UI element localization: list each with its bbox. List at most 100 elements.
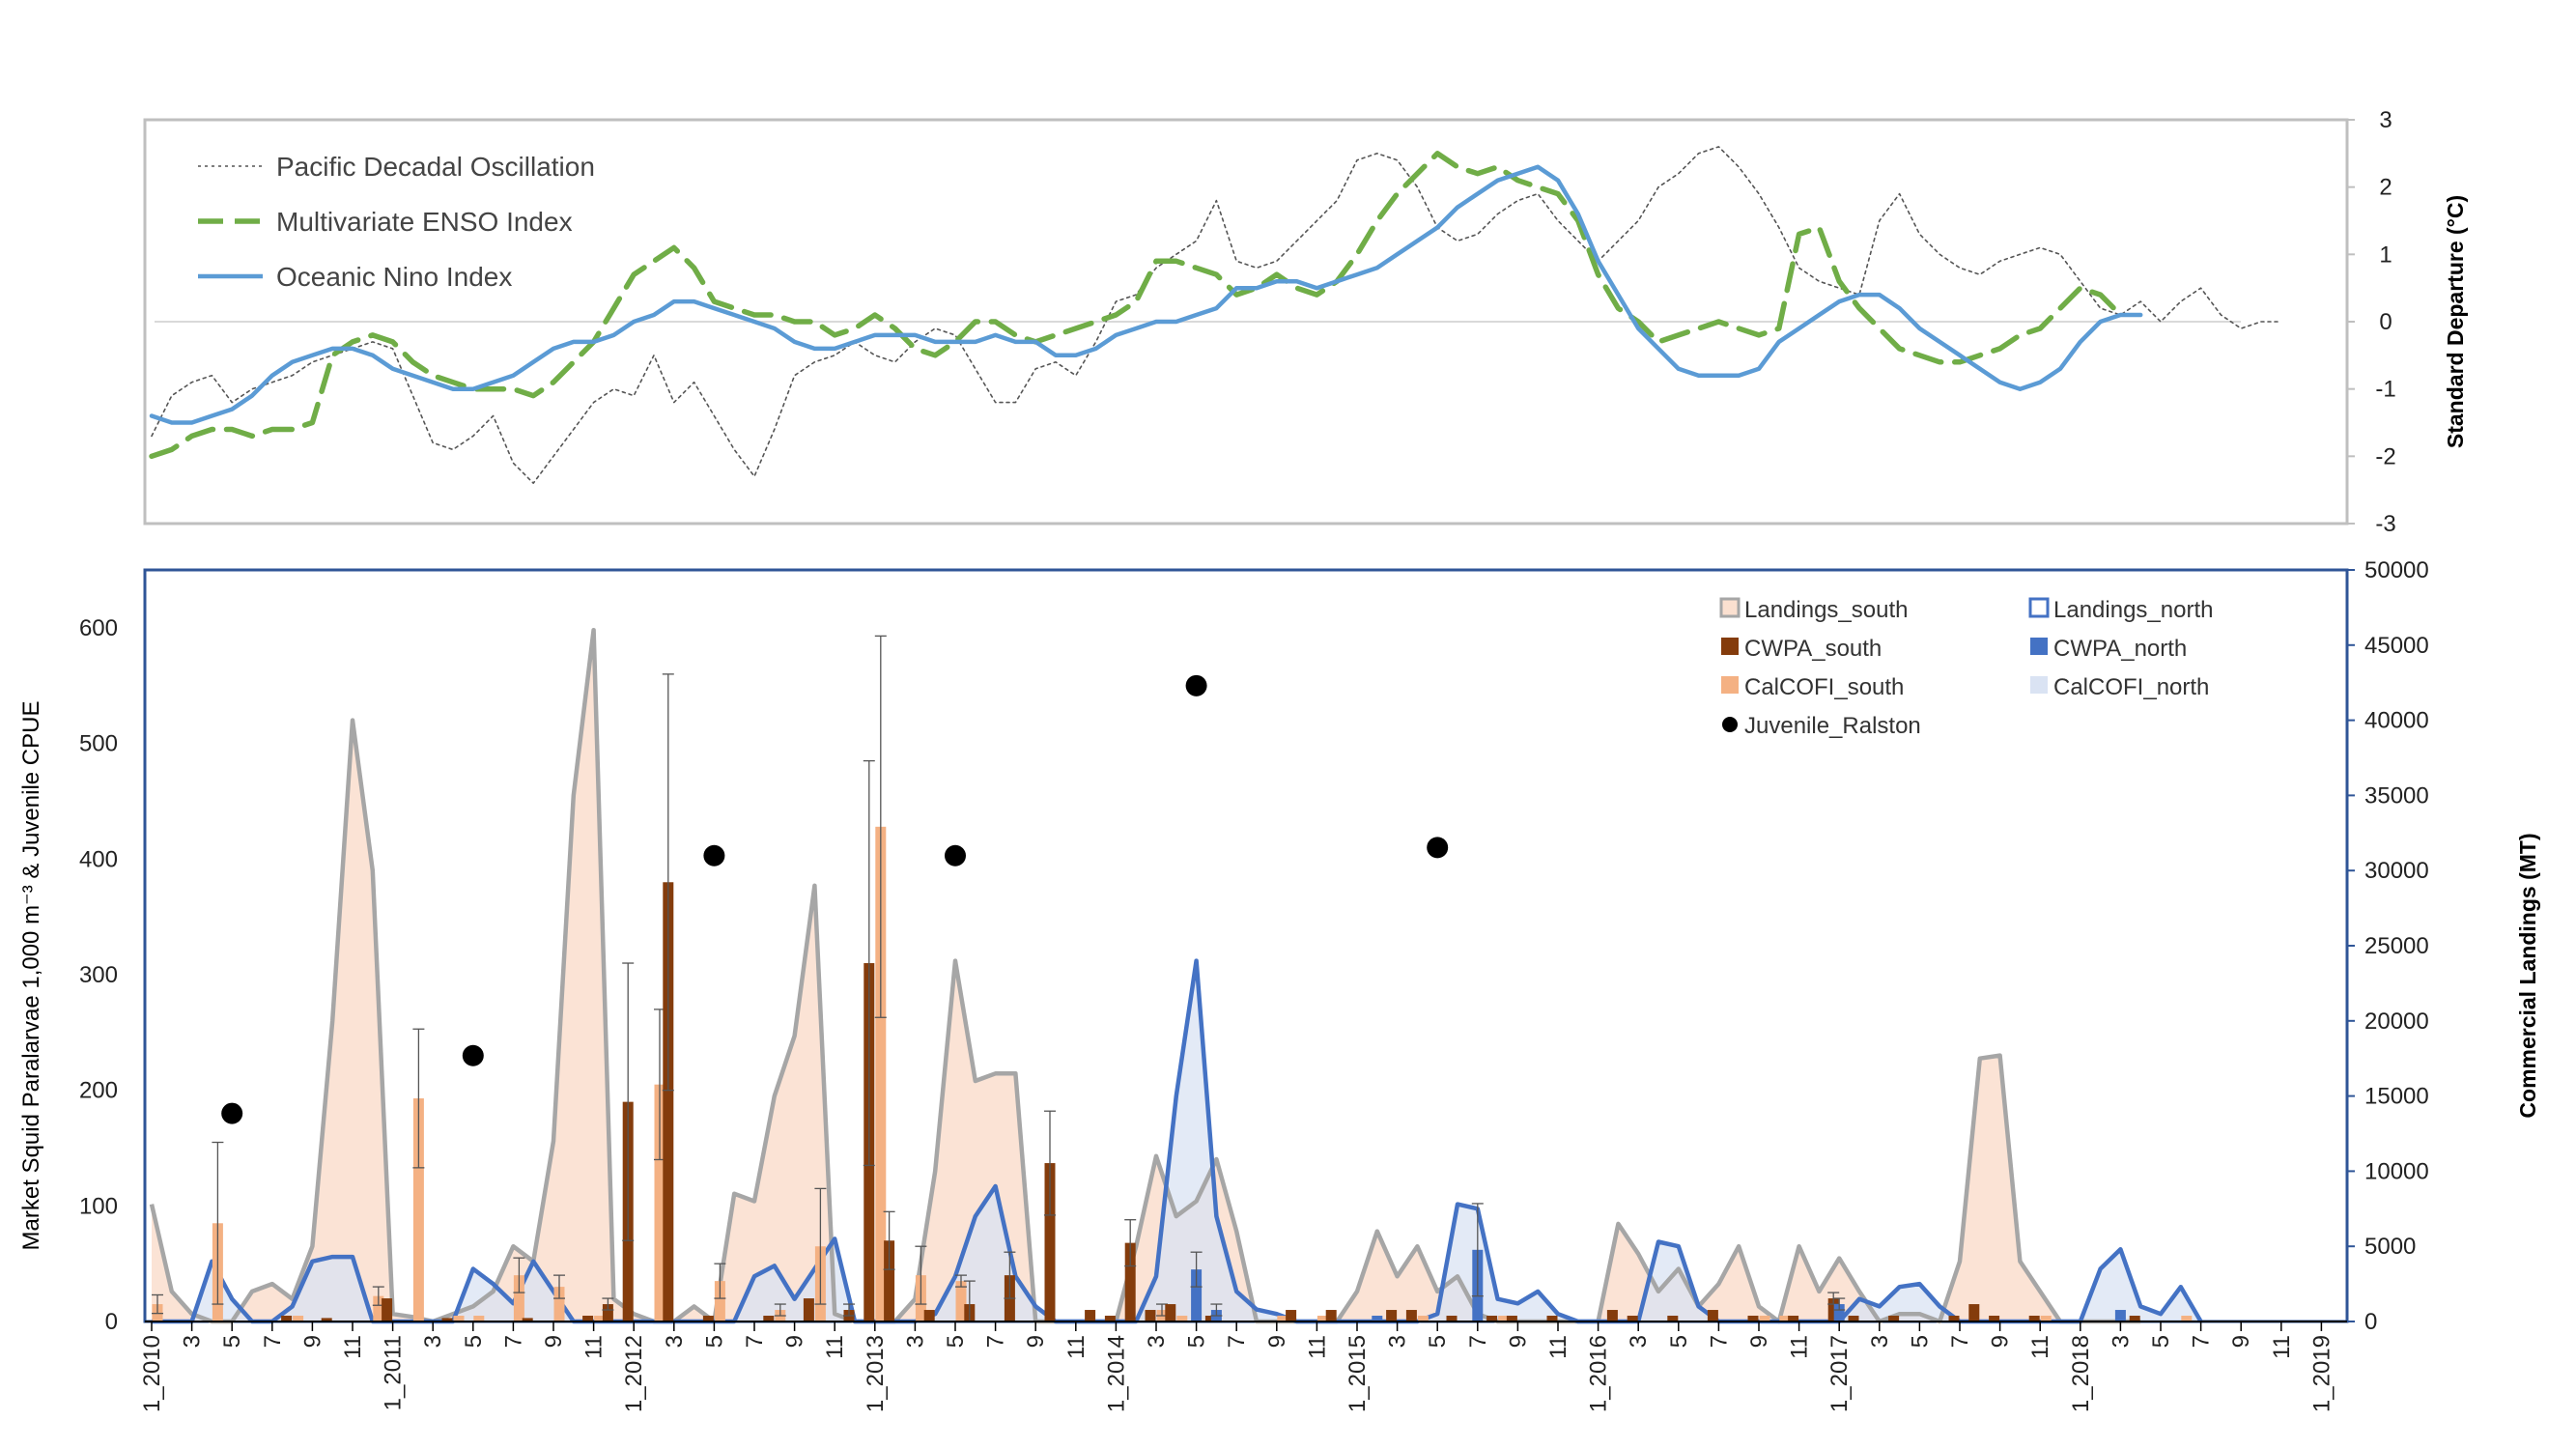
calcofi-south-bar (473, 1316, 485, 1321)
legend-label: CWPA_north (2053, 636, 2187, 662)
juvenile-ralston-point (221, 1102, 243, 1124)
cwpa-south-bar (1747, 1316, 1759, 1321)
legend-label: Juvenile_Ralston (1744, 713, 1921, 739)
bottom-x-tick-label: 3 (1867, 1335, 1893, 1348)
calcofi-south-bar (2040, 1316, 2052, 1321)
bottom-x-tick-label: 9 (782, 1335, 808, 1348)
bottom-x-tick-label: 7 (260, 1335, 286, 1348)
cwpa-south-bar (522, 1318, 533, 1321)
bottom-right-tick-label: 5000 (2364, 1234, 2416, 1260)
bottom-x-tick-label: 1_2016 (1586, 1335, 1612, 1412)
bottom-x-tick-label: 3 (662, 1335, 688, 1348)
bottom-x-tick-label: 5 (2148, 1335, 2174, 1348)
bar-group (152, 635, 2193, 1322)
juvenile-ralston-point (1427, 837, 1449, 859)
bottom-right-axis-ticks: 0 5000 10000 15000 20000 25000 30000 35000 40000… (2347, 557, 2429, 1335)
bottom-x-tick-label: 3 (1626, 1335, 1652, 1348)
cwpa-south-bar (1707, 1310, 1718, 1321)
bottom-x-tick-label: 3 (1144, 1335, 1170, 1348)
bottom-right-tick-label: 40000 (2364, 708, 2429, 734)
cwpa-south-bar (1165, 1304, 1176, 1321)
cwpa-south-bar (1848, 1316, 1859, 1321)
top-legend-label-2: Oceanic Nino Index (276, 262, 512, 292)
calcofi-south-bar (1498, 1316, 1510, 1321)
bottom-x-tick-label: 1_2012 (621, 1335, 647, 1412)
legend-swatch (1722, 717, 1738, 732)
bottom-x-tick-label: 11 (822, 1335, 848, 1359)
top-y-tick-label: -2 (2375, 443, 2395, 469)
calcofi-south-bar (1316, 1316, 1328, 1321)
bottom-x-tick-label: 11 (340, 1335, 366, 1359)
top-series-group (149, 146, 2282, 484)
legend-swatch (1719, 597, 1741, 618)
cwpa-south-bar (2129, 1316, 2140, 1321)
bottom-x-tick-label: 7 (1224, 1335, 1250, 1348)
bottom-x-tick-label: 3 (1385, 1335, 1411, 1348)
bottom-left-tick-label: 0 (105, 1309, 118, 1335)
bottom-x-tick-label: 9 (1988, 1335, 2014, 1348)
cwpa-south-bar (441, 1318, 453, 1321)
bottom-x-tick-label: 3 (902, 1335, 928, 1348)
top-y-tick-label: 2 (2379, 175, 2392, 201)
bottom-left-tick-label: 400 (79, 846, 118, 872)
juvenile-ralston-point (462, 1044, 484, 1066)
legend-label: Landings_north (2053, 597, 2213, 623)
bottom-x-tick-label: 11 (1304, 1335, 1330, 1359)
top-legend-label-0: Pacific Decadal Oscillation (276, 152, 595, 182)
cwpa-south-bar (382, 1298, 393, 1321)
cwpa-south-bar (1124, 1242, 1136, 1321)
bottom-x-tick-label: 5 (1907, 1335, 1933, 1348)
top-y-tick-label: 0 (2379, 309, 2392, 335)
bottom-x-tick-label: 3 (2108, 1335, 2134, 1348)
bottom-right-tick-label: 15000 (2364, 1084, 2429, 1110)
bottom-left-tick-label: 100 (79, 1193, 118, 1219)
bottom-x-tick-label: 7 (742, 1335, 768, 1348)
calcofi-south-bar (412, 1098, 424, 1321)
cwpa-north-bar (1191, 1269, 1203, 1321)
top-right-axis-ticks: 3 2 1 0 -1 -2 -3 (155, 107, 2396, 537)
top-y-tick-label: -1 (2375, 377, 2395, 403)
cwpa-south-bar (1405, 1310, 1417, 1321)
cwpa-north-bar (1833, 1304, 1845, 1321)
top-legend: Pacific Decadal Oscillation Multivariate … (198, 152, 595, 292)
bottom-x-tick-label: 7 (2189, 1335, 2215, 1348)
cwpa-south-bar (1888, 1316, 1900, 1321)
bottom-x-tick-label: 1_2015 (1345, 1335, 1371, 1412)
bottom-x-tick-label: 11 (1787, 1335, 1813, 1359)
calcofi-south-bar (373, 1295, 384, 1321)
bottom-x-tick-label: 9 (1505, 1335, 1531, 1348)
top-series-line-2 (149, 164, 2143, 425)
bottom-right-tick-label: 50000 (2364, 557, 2429, 583)
cwpa-south-bar (663, 882, 674, 1321)
cwpa-south-bar (1989, 1316, 2000, 1321)
bottom-x-tick-label: 5 (1184, 1335, 1210, 1348)
bottom-x-tick-label: 9 (2228, 1335, 2254, 1348)
climate-index-panel: 3 2 1 0 -1 -2 -3 Pacific Decadal Oscillation Mu… (143, 107, 2468, 537)
cwpa-south-bar (1204, 1316, 1216, 1321)
cwpa-south-bar (1506, 1316, 1517, 1321)
cwpa-south-bar (1627, 1316, 1638, 1321)
bottom-x-tick-label: 3 (420, 1335, 446, 1348)
top-series-line-0 (151, 146, 2282, 484)
cwpa-south-bar (1667, 1316, 1679, 1321)
bottom-x-tick-label: 1_2018 (2068, 1335, 2094, 1412)
cwpa-south-bar (1606, 1310, 1618, 1321)
cwpa-north-bar (1372, 1316, 1383, 1321)
calcofi-south-bar (955, 1281, 967, 1321)
juvenile-ralston-point (945, 844, 966, 867)
top-y-tick-label: -3 (2375, 511, 2395, 537)
calcofi-south-bar (1277, 1316, 1288, 1321)
top-y-tick-label: 3 (2379, 107, 2392, 133)
cwpa-south-bar (602, 1304, 613, 1321)
juvenile-ralston-point (703, 844, 725, 867)
landings-south-area (152, 630, 2141, 1321)
cwpa-south-bar (1788, 1316, 1799, 1321)
cwpa-south-bar (1948, 1316, 1960, 1321)
cwpa-south-bar (1446, 1316, 1458, 1321)
bottom-x-tick-label: 1_2011 (381, 1335, 407, 1410)
legend-swatch (2028, 597, 2050, 618)
bottom-right-tick-label: 25000 (2364, 933, 2429, 959)
legend-label: CalCOFI_north (2053, 674, 2209, 700)
legend-label: CWPA_south (1744, 636, 1882, 662)
